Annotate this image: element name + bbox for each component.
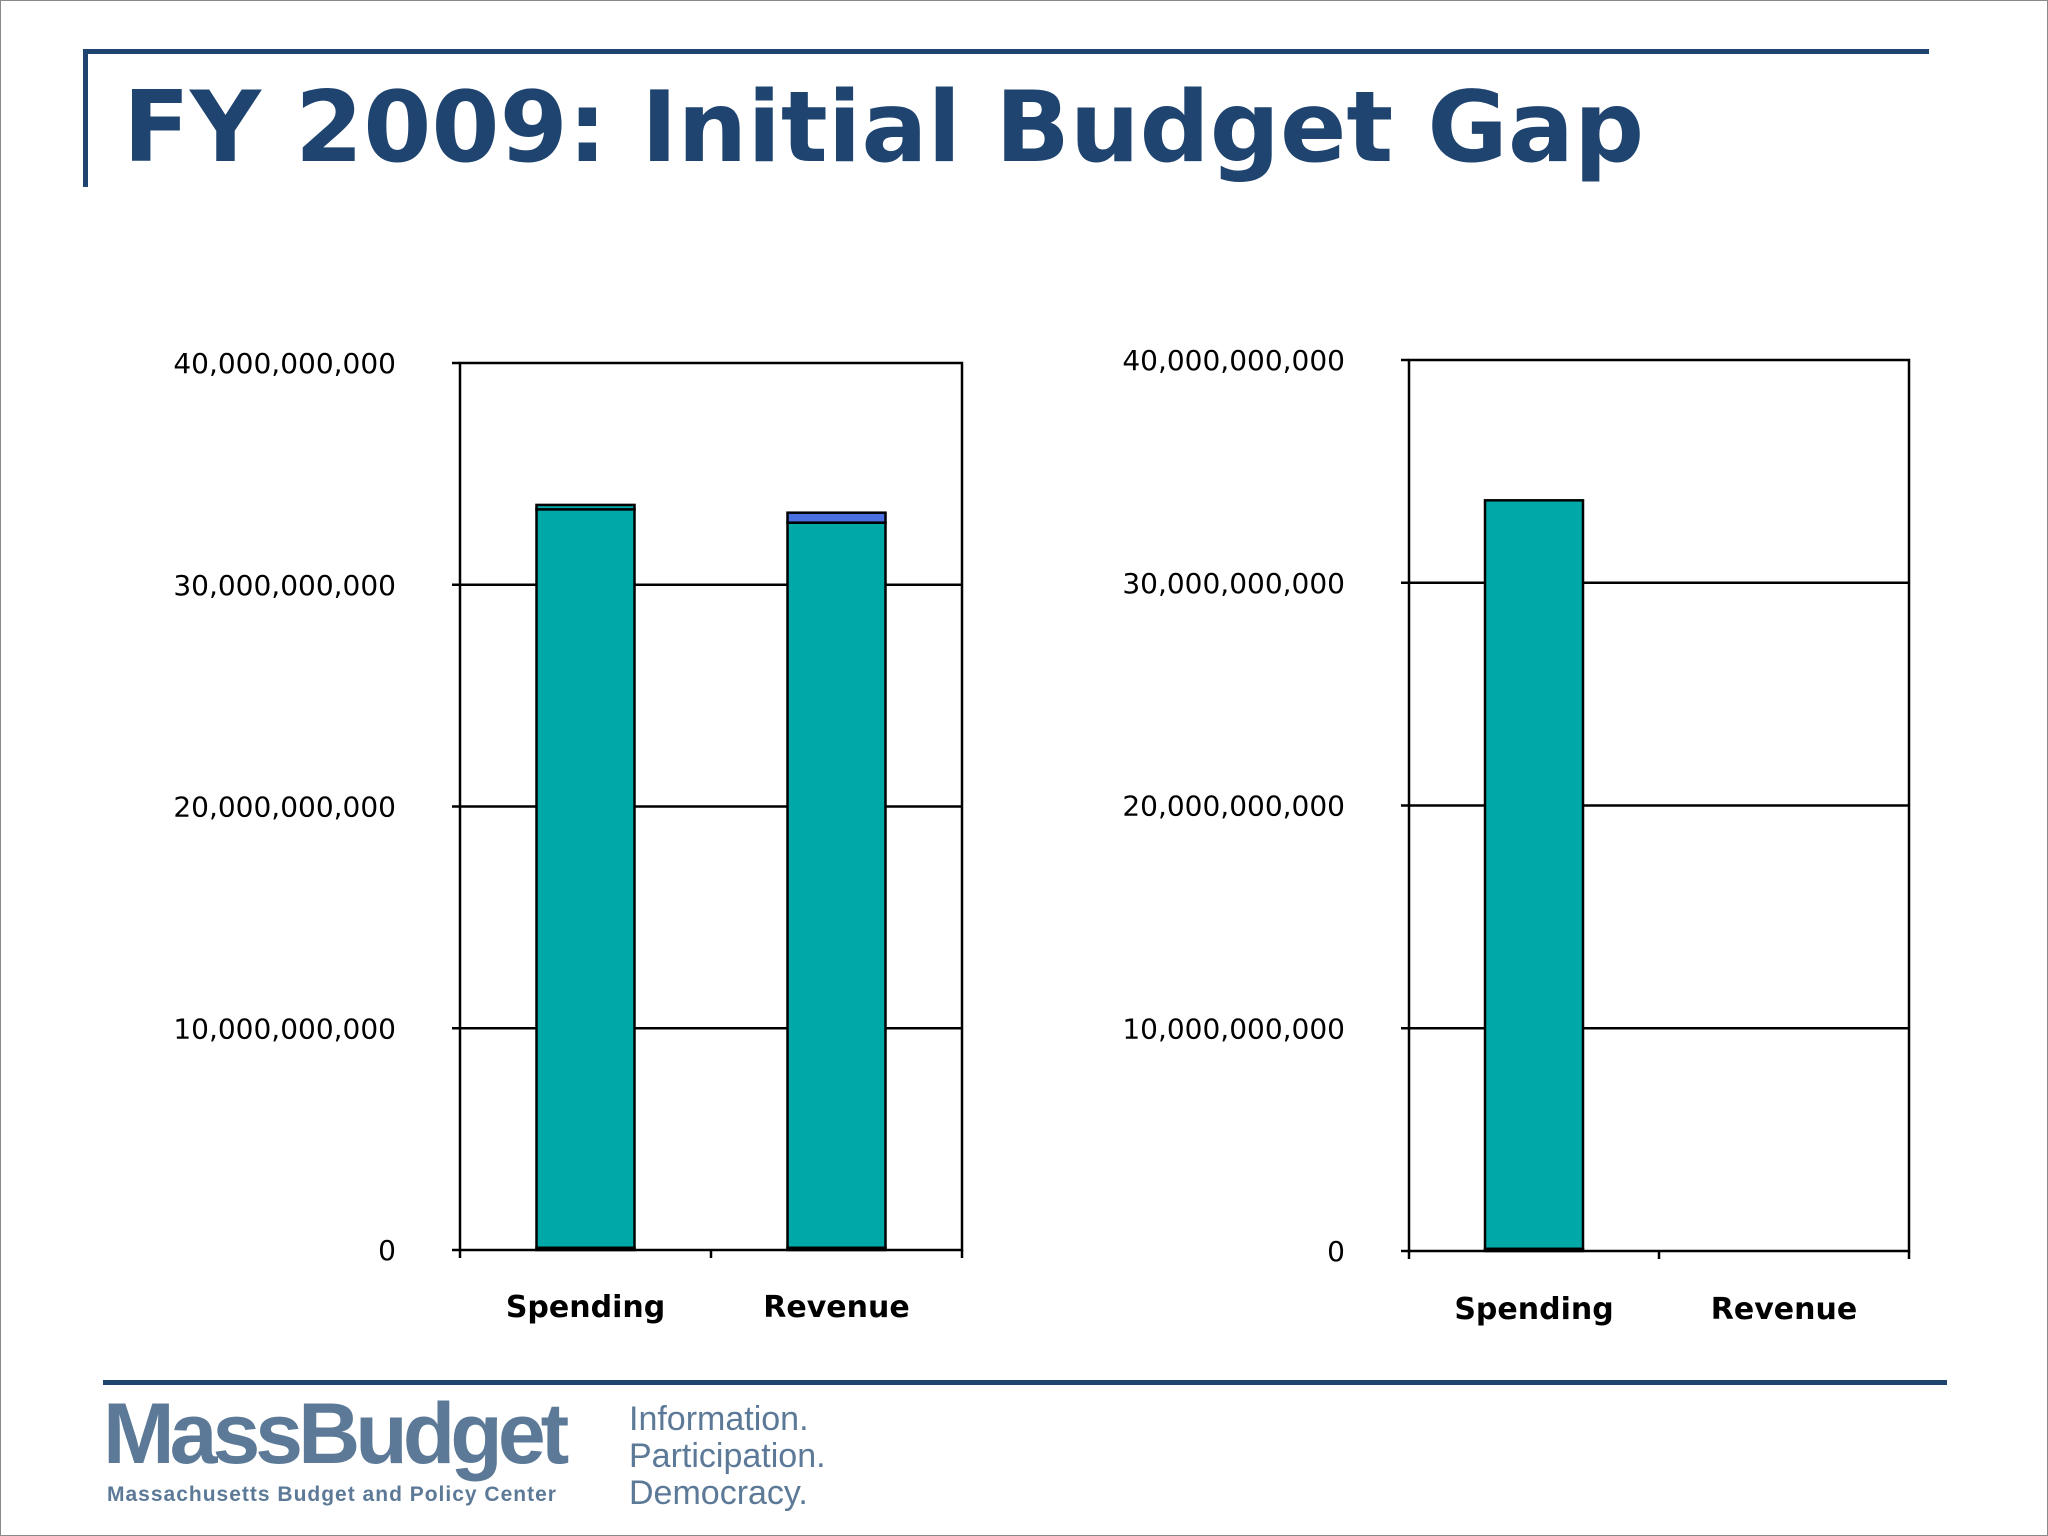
massbudget-logo: MassBudget <box>103 1386 569 1482</box>
tagline-line-2: Participation. <box>629 1437 826 1475</box>
title-frame-left-rule <box>83 49 88 187</box>
logo-subtitle: Massachusetts Budget and Policy Center <box>107 1483 557 1506</box>
footer-rule <box>103 1380 1947 1385</box>
chart-2-y-tick-label: 0 <box>1327 1235 1345 1268</box>
tagline-line-1: Information. <box>629 1400 809 1438</box>
chart-1-category-label: Revenue <box>763 1290 909 1325</box>
chart-2-category-label: Revenue <box>1711 1292 1857 1327</box>
chart-1-y-tick-label: 0 <box>378 1234 396 1267</box>
chart-2-bar-spending-segment <box>1483 499 1585 1251</box>
chart-1-bar-revenue-segment <box>786 511 887 524</box>
chart-2-category-label: Spending <box>1454 1292 1613 1327</box>
chart-1-y-tick-label: 40,000,000,000 <box>173 347 396 380</box>
chart-1-y-tick-label: 10,000,000,000 <box>173 1012 396 1045</box>
chart-2-y-tick-label: 10,000,000,000 <box>1122 1012 1345 1045</box>
chart-2-y-tick-label: 20,000,000,000 <box>1122 790 1345 823</box>
chart-1-category-label: Spending <box>506 1290 665 1325</box>
chart-1-bar-spending-segment <box>535 503 636 511</box>
chart-1-bar-spending-segment <box>535 508 636 1250</box>
tagline-line-3: Democracy. <box>629 1474 808 1512</box>
chart-1-y-tick-label: 30,000,000,000 <box>173 569 396 602</box>
title-frame-top-rule <box>83 49 1929 54</box>
chart-1-bar-revenue-segment <box>786 521 887 1250</box>
slide-title: FY 2009: Initial Budget Gap <box>123 71 1645 185</box>
chart-1-y-tick-label: 20,000,000,000 <box>173 791 396 824</box>
chart-2-y-tick-label: 40,000,000,000 <box>1122 344 1345 377</box>
chart-2-y-tick-label: 30,000,000,000 <box>1122 567 1345 600</box>
